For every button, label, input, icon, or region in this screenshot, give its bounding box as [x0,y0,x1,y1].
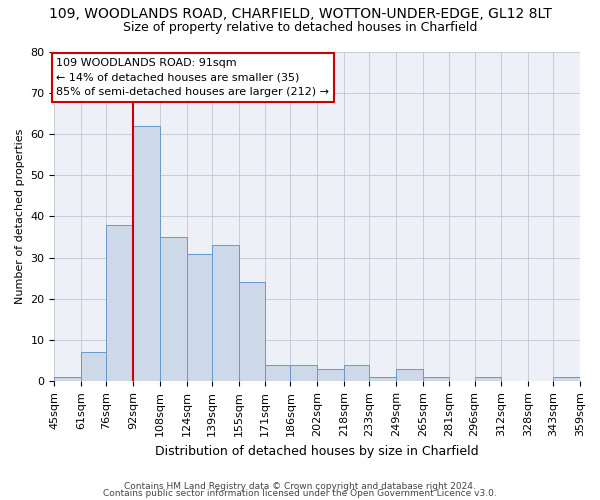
Bar [55,377,81,382]
Bar [290,365,317,382]
Bar [133,126,160,382]
Text: Contains HM Land Registry data © Crown copyright and database right 2024.: Contains HM Land Registry data © Crown c… [124,482,476,491]
Bar [239,282,265,382]
Bar [369,377,396,382]
Bar [422,377,449,382]
X-axis label: Distribution of detached houses by size in Charfield: Distribution of detached houses by size … [155,444,479,458]
Text: Size of property relative to detached houses in Charfield: Size of property relative to detached ho… [123,21,477,34]
Bar [265,365,290,382]
Bar [553,377,580,382]
Bar [396,369,422,382]
Bar [212,246,239,382]
Bar [187,254,212,382]
Bar [317,369,344,382]
Bar [475,377,502,382]
Y-axis label: Number of detached properties: Number of detached properties [15,128,25,304]
Text: 109, WOODLANDS ROAD, CHARFIELD, WOTTON-UNDER-EDGE, GL12 8LT: 109, WOODLANDS ROAD, CHARFIELD, WOTTON-U… [49,8,551,22]
Bar [344,365,369,382]
Text: 109 WOODLANDS ROAD: 91sqm
← 14% of detached houses are smaller (35)
85% of semi-: 109 WOODLANDS ROAD: 91sqm ← 14% of detac… [56,58,329,98]
Bar [160,237,187,382]
Text: Contains public sector information licensed under the Open Government Licence v3: Contains public sector information licen… [103,489,497,498]
Bar [106,224,133,382]
Bar [81,352,106,382]
